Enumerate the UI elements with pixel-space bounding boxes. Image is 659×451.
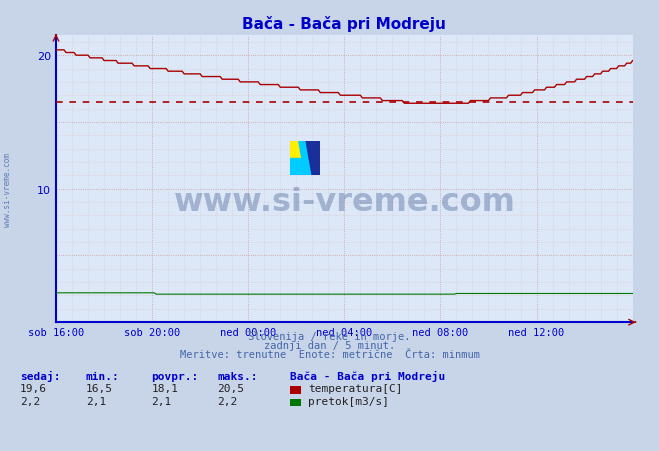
Text: www.si-vreme.com: www.si-vreme.com <box>3 152 13 226</box>
Text: 20,5: 20,5 <box>217 383 244 393</box>
Text: 19,6: 19,6 <box>20 383 47 393</box>
Text: sedaj:: sedaj: <box>20 370 60 381</box>
Text: min.:: min.: <box>86 371 119 381</box>
Polygon shape <box>304 142 320 176</box>
Bar <box>290 142 304 159</box>
Bar <box>290 159 304 176</box>
Text: 16,5: 16,5 <box>86 383 113 393</box>
Text: 2,2: 2,2 <box>20 396 40 405</box>
Text: maks.:: maks.: <box>217 371 258 381</box>
Text: zadnji dan / 5 minut.: zadnji dan / 5 minut. <box>264 340 395 350</box>
Bar <box>304 142 320 176</box>
Polygon shape <box>299 142 311 176</box>
Text: Slovenija / reke in morje.: Slovenija / reke in morje. <box>248 331 411 341</box>
Text: 18,1: 18,1 <box>152 383 179 393</box>
Text: pretok[m3/s]: pretok[m3/s] <box>308 396 389 405</box>
Text: 2,1: 2,1 <box>152 396 172 405</box>
Text: 2,1: 2,1 <box>86 396 106 405</box>
Title: Bača - Bača pri Modreju: Bača - Bača pri Modreju <box>243 16 446 32</box>
Text: Bača - Bača pri Modreju: Bača - Bača pri Modreju <box>290 370 445 381</box>
Text: 2,2: 2,2 <box>217 396 238 405</box>
Text: www.si-vreme.com: www.si-vreme.com <box>173 187 515 218</box>
Text: povpr.:: povpr.: <box>152 371 199 381</box>
Text: temperatura[C]: temperatura[C] <box>308 383 403 393</box>
Text: Meritve: trenutne  Enote: metrične  Črta: minmum: Meritve: trenutne Enote: metrične Črta: … <box>179 349 480 359</box>
